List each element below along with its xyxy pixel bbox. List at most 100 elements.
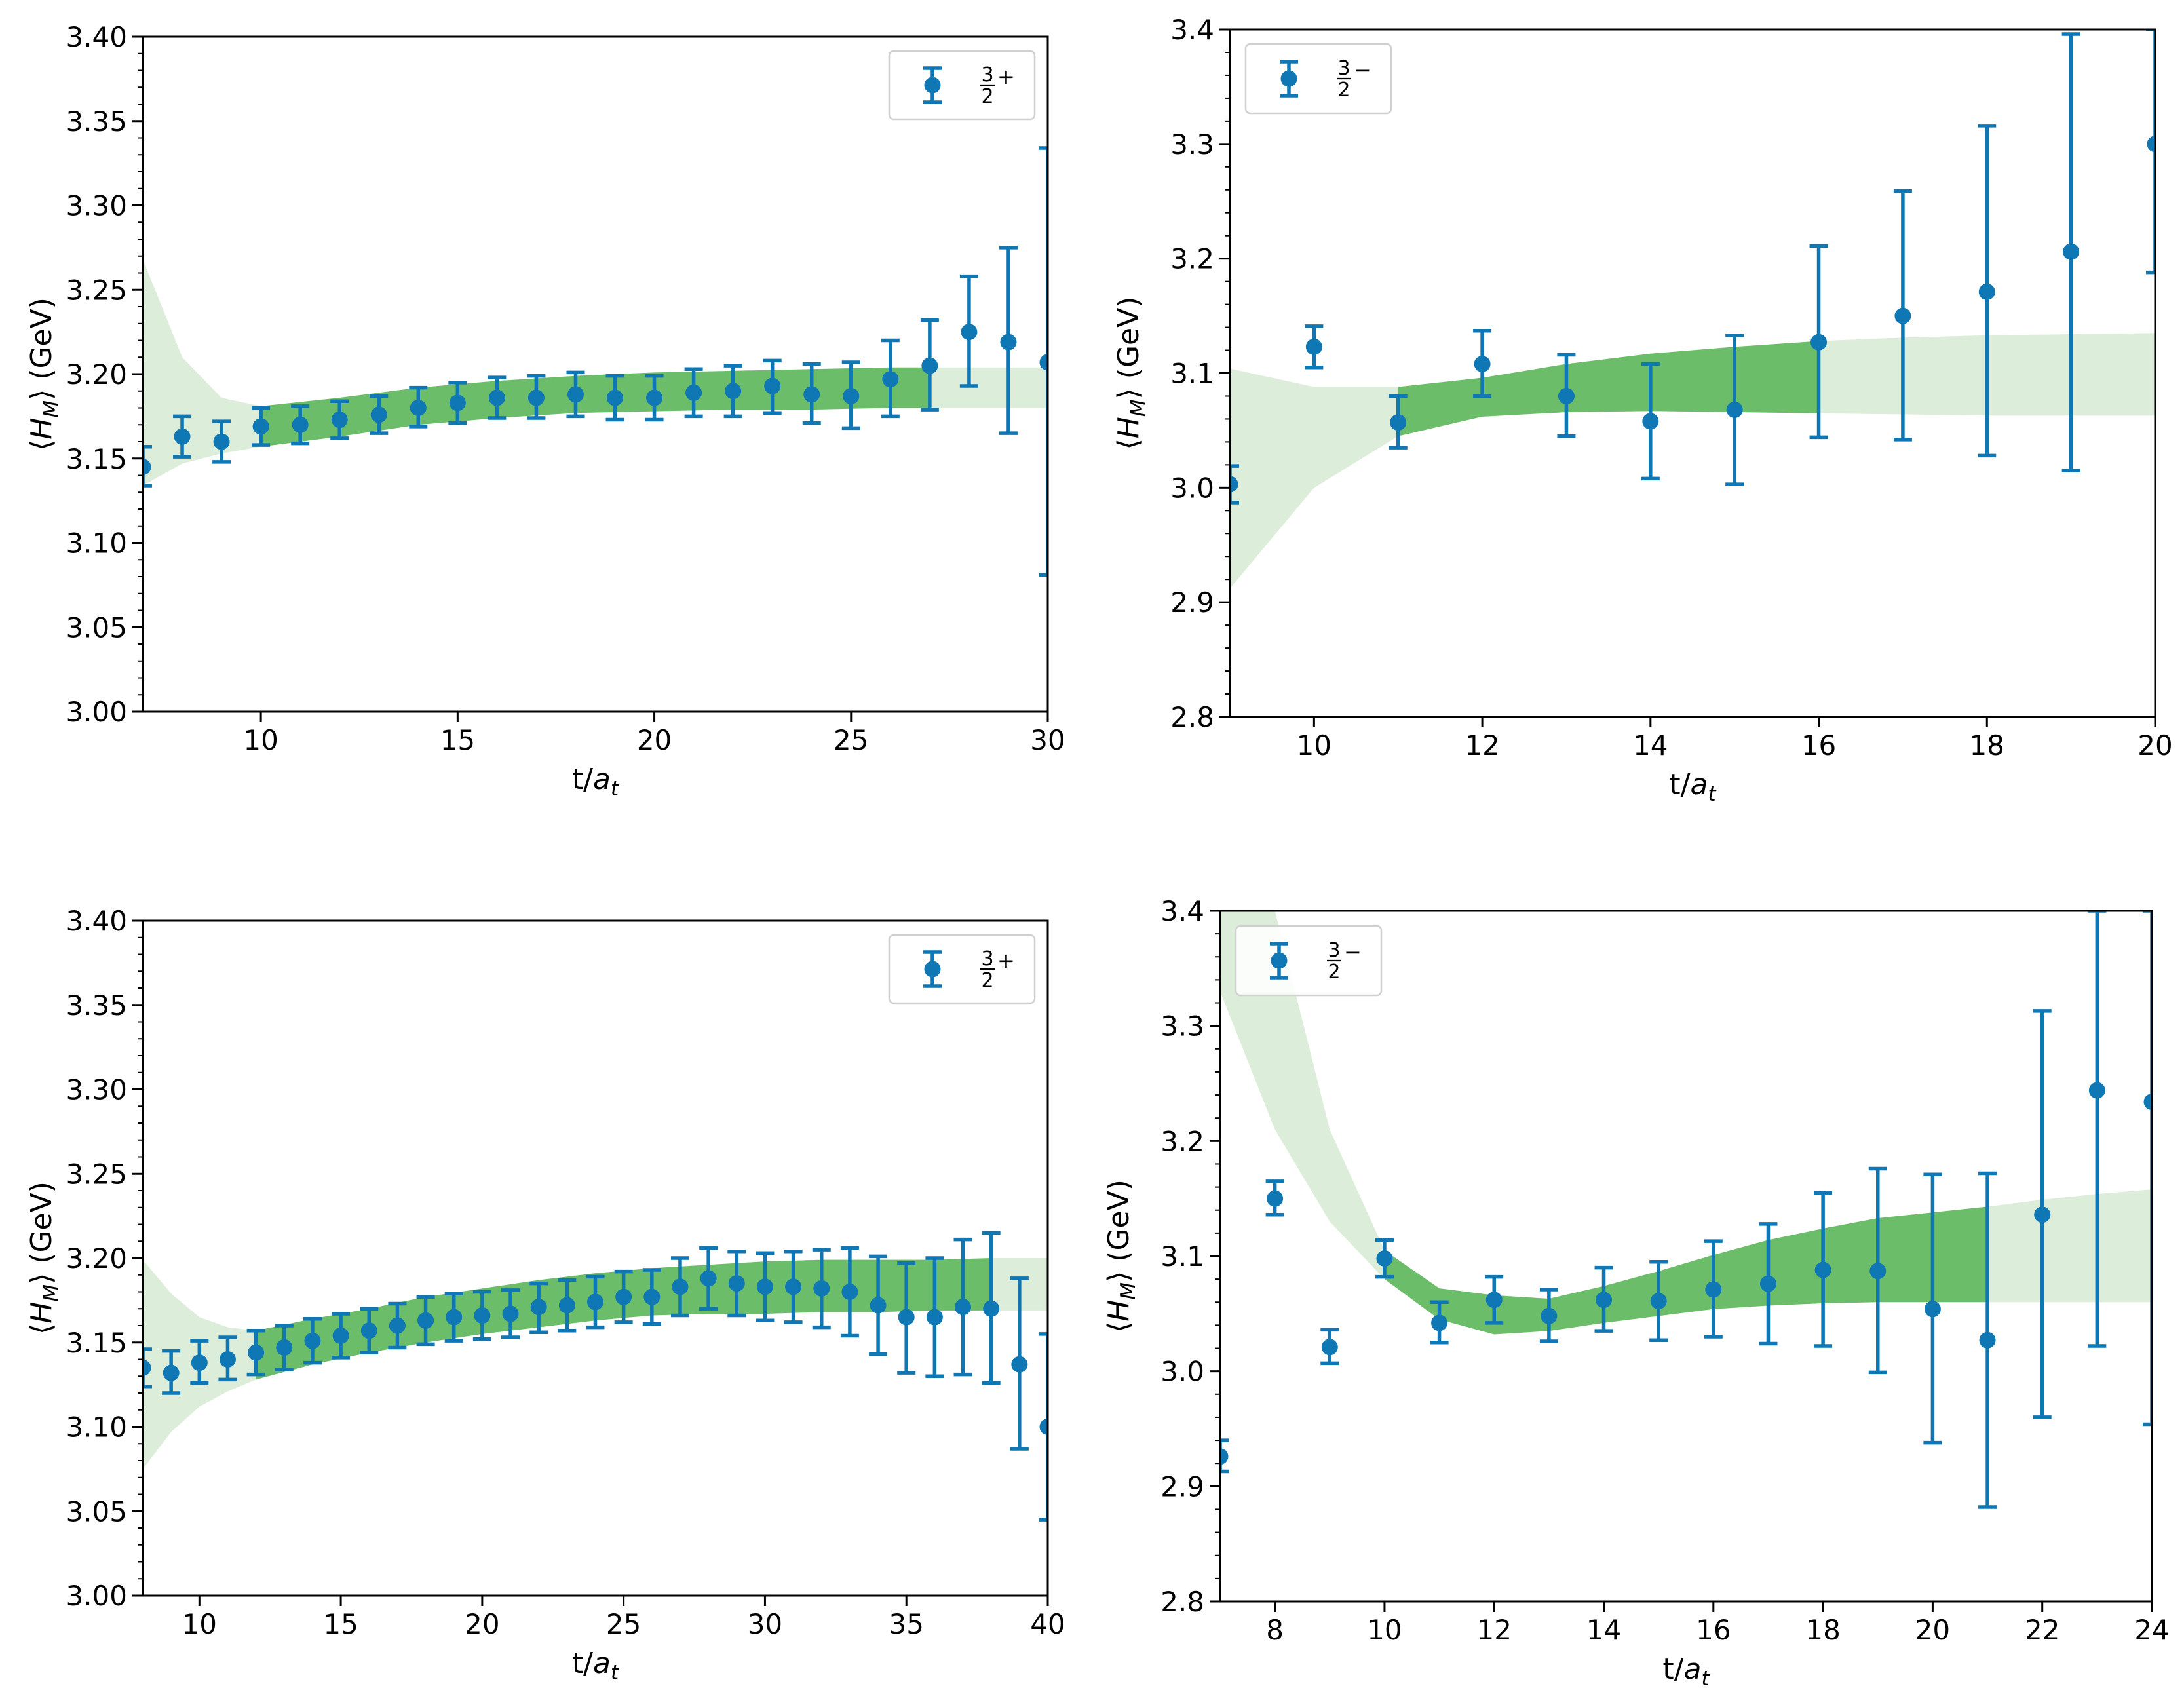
svg-text:−: − <box>1354 58 1371 83</box>
y-tick-label: 3.20 <box>66 358 127 391</box>
legend: 32+ <box>888 934 1036 1005</box>
panel-top-left: 10 15 20 25 30 3.00 3.05 3.10 3.15 3.20 3.25 3.30 3.… <box>25 21 1065 801</box>
point-marker <box>785 1278 802 1295</box>
data-point <box>1868 1166 1887 1375</box>
point-marker <box>646 389 663 406</box>
point-marker <box>304 1332 321 1349</box>
point-marker <box>643 1288 661 1305</box>
y-tick-label: 3.10 <box>66 527 127 560</box>
point-marker <box>1650 1293 1667 1310</box>
data-point <box>2061 32 2080 472</box>
x-tick-label: 10 <box>243 724 278 756</box>
point-marker <box>764 377 781 394</box>
data-point <box>1230 464 1239 505</box>
x-tick-label: 25 <box>833 724 868 756</box>
x-tick-label: 10 <box>182 1608 217 1640</box>
point-marker <box>1485 1292 1503 1309</box>
data-point <box>1641 362 1660 481</box>
data-point <box>444 1292 463 1343</box>
svg-text:⟨HM⟩ (GeV): ⟨HM⟩ (GeV) <box>25 297 63 451</box>
x-tick-label: 30 <box>748 1608 782 1640</box>
data-point <box>999 246 1018 435</box>
x-axis-label: t/at <box>572 763 620 801</box>
band-fit <box>261 367 930 447</box>
legend-marker <box>924 77 941 94</box>
x-tick-label: 24 <box>2134 1614 2169 1646</box>
point-marker <box>1267 1190 1284 1207</box>
point-marker <box>756 1278 773 1295</box>
point-marker <box>685 384 702 401</box>
data-point <box>959 274 978 388</box>
data-point <box>1594 1265 1613 1333</box>
svg-text:⟨HM⟩ (GeV): ⟨HM⟩ (GeV) <box>1102 1179 1140 1333</box>
point-marker <box>983 1300 1000 1317</box>
svg-text:2: 2 <box>1337 79 1350 102</box>
data-point <box>527 374 546 420</box>
point-marker <box>446 1309 463 1326</box>
data-point <box>1978 124 1997 458</box>
point-marker <box>2143 1094 2152 1111</box>
band-fit <box>1398 341 1819 436</box>
data-point <box>190 1339 209 1385</box>
data-point <box>2146 29 2155 275</box>
data-point <box>2088 911 2107 1348</box>
point-marker <box>527 389 545 406</box>
panel-bottom-right-plot-area <box>1220 911 2152 1509</box>
point-marker <box>1376 1250 1393 1267</box>
data-point <box>841 360 860 431</box>
panel-top-right: 10 12 14 16 18 20 2.8 2.9 3.0 3.1 3.2 3.3 3.4 t/at ⟨HM… <box>1112 14 2173 806</box>
point-marker <box>331 412 348 429</box>
point-marker <box>567 386 584 403</box>
x-axis-label: t/at <box>572 1647 620 1685</box>
y-tick-label: 3.3 <box>1170 128 1214 161</box>
point-marker <box>1230 476 1238 493</box>
point-marker <box>252 418 269 435</box>
data-point <box>605 374 624 422</box>
data-point <box>1265 1179 1284 1217</box>
point-marker <box>725 383 742 400</box>
x-tick-label: 20 <box>1915 1614 1950 1646</box>
data-point <box>869 1254 888 1356</box>
data-point <box>409 385 428 429</box>
y-tick-label: 3.10 <box>66 1411 127 1444</box>
data-point <box>291 404 310 446</box>
point-marker <box>502 1305 519 1322</box>
point-marker <box>163 1364 180 1381</box>
data-point <box>566 370 585 419</box>
point-marker <box>898 1309 915 1326</box>
point-marker <box>672 1278 689 1295</box>
y-tick-label: 3.1 <box>1160 1240 1204 1273</box>
point-marker <box>1039 354 1048 371</box>
data-point <box>1978 1171 1997 1509</box>
point-marker <box>1039 1419 1048 1435</box>
y-tick-label: 3.40 <box>66 21 127 53</box>
data-point <box>388 1301 407 1350</box>
band-fit <box>1384 1206 1988 1335</box>
svg-text:2: 2 <box>1328 961 1340 984</box>
data-point <box>982 1231 1001 1385</box>
point-marker <box>530 1299 547 1316</box>
point-marker <box>700 1270 717 1287</box>
point-marker <box>1596 1292 1613 1309</box>
data-point <box>1305 324 1324 370</box>
svg-text:+: + <box>997 948 1015 973</box>
data-point <box>143 444 152 488</box>
data-point <box>1809 244 1828 440</box>
point-marker <box>488 389 505 406</box>
x-tick-label: 12 <box>1477 1614 1512 1646</box>
y-tick-label: 2.8 <box>1170 701 1214 733</box>
data-point <box>1704 1239 1723 1339</box>
y-tick-label: 3.30 <box>66 1074 127 1106</box>
data-point <box>812 1248 831 1330</box>
x-tick-label: 10 <box>1367 1614 1402 1646</box>
point-marker <box>1894 307 1911 324</box>
legend-marker <box>924 961 941 978</box>
point-marker <box>961 324 978 341</box>
y-tick-label: 3.35 <box>66 989 127 1022</box>
point-marker <box>1810 334 1828 351</box>
panel-bottom-left-plot-area <box>143 1231 1048 1522</box>
point-marker <box>1000 334 1017 351</box>
x-tick-label: 20 <box>2137 729 2172 761</box>
y-axis-label: ⟨HM⟩ (GeV) <box>1112 297 1150 450</box>
data-point <box>212 419 231 464</box>
